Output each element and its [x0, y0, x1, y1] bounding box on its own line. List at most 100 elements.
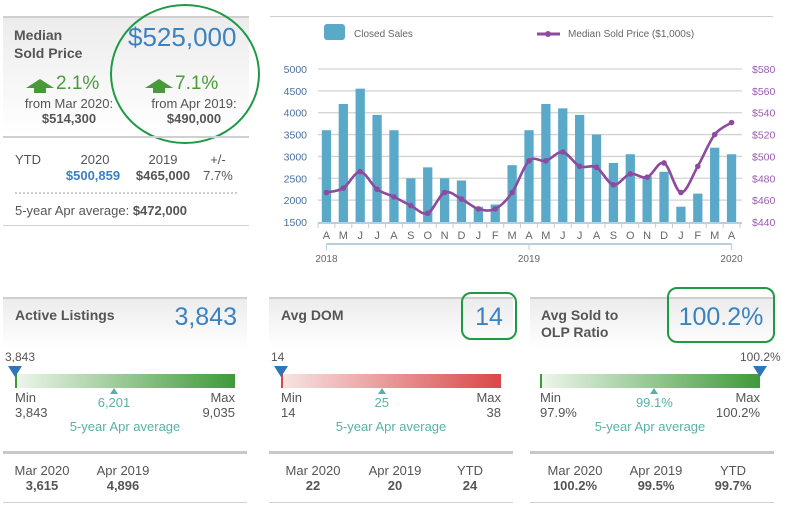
- current-marker-icon: [753, 366, 767, 377]
- y-right-tick-label: $580: [752, 64, 776, 76]
- compare-label: Apr 2019: [96, 463, 150, 478]
- point-median-price: [610, 182, 617, 188]
- gauge-current-label: 100.2%: [740, 350, 781, 364]
- bar-closed-sales: [355, 88, 365, 223]
- y-left-tick-label: 2500: [284, 173, 308, 185]
- ytd-dotted-divider: [15, 192, 237, 194]
- five-year-value: $472,000: [132, 203, 188, 218]
- bar-closed-sales: [726, 154, 737, 222]
- gauge-average-caption: 5-year Apr average: [594, 419, 706, 434]
- point-median-price: [678, 189, 684, 196]
- y-left-tick-label: 4500: [284, 86, 308, 98]
- compare-label: Mar 2020: [547, 463, 603, 478]
- median-bottom-rule: [3, 225, 249, 226]
- median-divider: [3, 136, 249, 138]
- bar-closed-sales: [389, 130, 399, 222]
- listings-compare-bottom-rule: [3, 502, 247, 503]
- bar-closed-sales: [659, 171, 669, 222]
- bar-closed-sales: [591, 134, 602, 222]
- average-marker-icon: [110, 388, 118, 394]
- dom-compare-1: Apr 2019 20: [360, 463, 430, 493]
- listings-panel-header-bg: [3, 299, 247, 349]
- compare-value: 4,896: [106, 478, 140, 493]
- gauge-bar: [15, 374, 235, 388]
- bar-closed-sales: [642, 176, 652, 222]
- y-right-tick-label: $520: [752, 130, 776, 142]
- point-median-price: [543, 158, 549, 164]
- point-median-price: [374, 186, 380, 193]
- x-tick-label: M: [508, 230, 517, 242]
- median-change-month-pct: 2.1%: [56, 73, 100, 94]
- chart-top-rule: [270, 16, 773, 17]
- bar-closed-sales: [439, 178, 450, 222]
- x-tick-label: A: [323, 230, 331, 242]
- gauge-max-value: 100.2%: [715, 405, 760, 420]
- average-marker-icon: [377, 388, 386, 394]
- x-tick-label: F: [694, 230, 701, 242]
- ytd-col-diff: +/-: [210, 152, 226, 167]
- listings-compare-1: Apr 2019 4,896: [88, 463, 158, 493]
- x-tick-label: S: [407, 230, 414, 242]
- bar-closed-sales: [693, 193, 703, 222]
- median-change-month: 2.1%: [26, 73, 99, 95]
- olp-compare-0: Mar 2020 100.2%: [539, 463, 611, 493]
- x-tick-label: J: [374, 230, 380, 242]
- y-left-tick-label: 2000: [284, 195, 308, 207]
- listings-compare-0: Mar 2020 3,615: [7, 463, 77, 493]
- ytd-col-2020: 2020: [80, 152, 110, 167]
- x-tick-label: A: [728, 230, 736, 242]
- current-marker-icon: [274, 366, 288, 377]
- point-median-price: [408, 202, 414, 209]
- median-panel-top-rule: [3, 16, 249, 18]
- gauge-min-tick: [281, 374, 283, 388]
- compare-value: 24: [462, 478, 478, 493]
- olp-title-line2: OLP Ratio: [541, 324, 609, 340]
- average-marker-icon: [650, 388, 659, 394]
- x-tick-label: J: [476, 230, 482, 242]
- gauge-max-label: Max: [476, 390, 501, 405]
- gauge-average-caption: 5-year Apr average: [69, 419, 181, 434]
- point-median-price: [475, 206, 482, 212]
- x-tick-label: D: [458, 230, 466, 242]
- legend-median-price: Median Sold Price ($1,000s): [568, 29, 694, 40]
- gauge-average-caption: 5-year Apr average: [335, 419, 447, 434]
- median-from-month-label: from Mar 2020:: [24, 96, 114, 111]
- median-from-month-value: $514,300: [41, 111, 97, 126]
- point-median-price: [441, 189, 448, 196]
- compare-value: 100.2%: [552, 478, 598, 493]
- five-year-average: 5-year Apr average: $472,000: [15, 203, 187, 218]
- x-tick-label: A: [525, 230, 533, 242]
- x-tick-label: S: [610, 230, 617, 242]
- bar-closed-sales: [338, 103, 348, 222]
- gauge-max-value: 9,035: [202, 405, 235, 420]
- point-median-price: [526, 158, 532, 164]
- bar-closed-sales: [473, 206, 484, 222]
- x-tick-label: J: [678, 230, 684, 242]
- olp-compare-rule: [530, 451, 774, 454]
- gauge-current-label: 14: [271, 350, 285, 364]
- gauge-max-label: Max: [735, 390, 760, 405]
- gauge-bar: [281, 374, 501, 388]
- point-median-price: [711, 131, 718, 138]
- gauge-min-label: Min: [15, 390, 36, 405]
- median-title: Median Sold Price: [14, 26, 82, 62]
- ytd-label: YTD: [15, 152, 41, 167]
- compare-label: YTD: [457, 463, 483, 478]
- olp-panel-header-bg: [530, 299, 774, 349]
- gauge-max-label: Max: [210, 390, 235, 405]
- y-right-tick-label: $540: [752, 108, 776, 120]
- point-median-price: [323, 189, 330, 196]
- gauge-min-value: 14: [281, 405, 296, 420]
- point-median-price: [695, 163, 701, 170]
- y-right-tick-label: $560: [752, 86, 776, 98]
- olp-panel-top-rule: [530, 297, 774, 299]
- x-tick-label: A: [593, 230, 601, 242]
- dom-compare-2: YTD 24: [445, 463, 495, 493]
- bar-closed-sales: [372, 114, 382, 222]
- point-median-price: [357, 168, 364, 175]
- current-marker-icon: [8, 366, 22, 377]
- point-median-price: [627, 171, 634, 177]
- legend-line-marker: [545, 31, 551, 37]
- legend-bar-swatch: [324, 24, 345, 40]
- bar-closed-sales: [625, 154, 635, 222]
